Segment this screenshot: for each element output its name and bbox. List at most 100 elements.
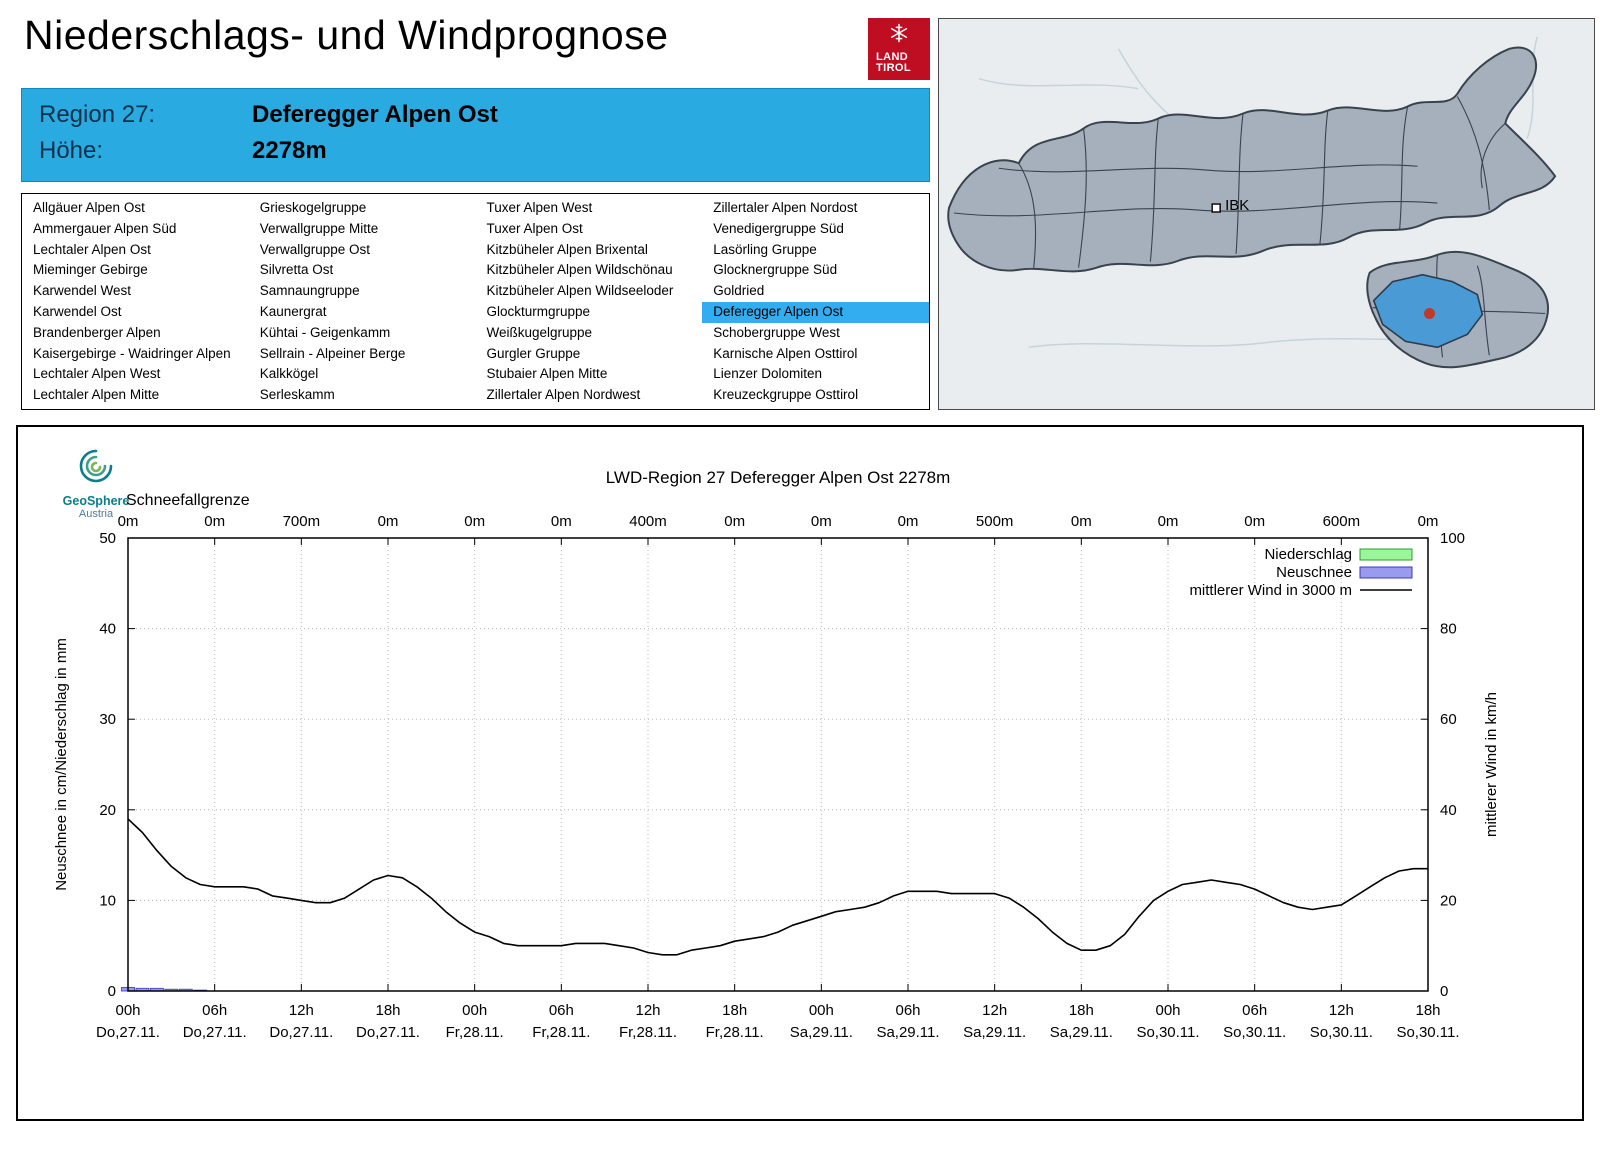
svg-text:Do,27.11.: Do,27.11.: [96, 1024, 160, 1041]
forecast-chart: GeoSphere Austria 0 10 20 30 40 50 0 20 40 60 80 10…: [16, 425, 1584, 1121]
plot-frame: [127, 537, 1429, 992]
region-column-3: Tuxer Alpen West Tuxer Alpen Ost Kitzbühel…: [476, 198, 703, 409]
region-item[interactable]: Serleskamm: [259, 387, 335, 403]
logo-line-2: TIROL: [876, 62, 911, 74]
svg-text:Fr,28.11.: Fr,28.11.: [446, 1024, 504, 1041]
region-item[interactable]: Kühtai - Geigenkamm: [259, 324, 391, 340]
region-item[interactable]: Gurgler Gruppe: [486, 345, 581, 361]
region-column-4: Zillertaler Alpen Nordost Venedigergruppe…: [702, 198, 929, 409]
svg-text:So,30.11.: So,30.11.: [1136, 1024, 1199, 1041]
svg-text:06h: 06h: [895, 1002, 920, 1019]
svg-text:60: 60: [1440, 711, 1457, 728]
region-item[interactable]: Kitzbüheler Alpen Wildseeloder: [486, 283, 674, 299]
region-item[interactable]: Lechtaler Alpen West: [33, 366, 161, 382]
region-item[interactable]: Tuxer Alpen Ost: [486, 220, 583, 236]
region-item-selected[interactable]: Deferegger Alpen Ost: [702, 301, 929, 323]
region-item[interactable]: Tuxer Alpen West: [486, 200, 593, 215]
region-item[interactable]: Ammergauer Alpen Süd: [33, 220, 177, 236]
region-item[interactable]: Lienzer Dolomiten: [713, 366, 823, 382]
region-item[interactable]: Lasörling Gruppe: [713, 241, 817, 257]
region-item[interactable]: Zillertaler Alpen Nordost: [713, 200, 858, 215]
region-item[interactable]: Glocknergruppe Süd: [713, 262, 838, 278]
region-item[interactable]: Glockturmgruppe: [486, 303, 591, 319]
region-item[interactable]: Brandenberger Alpen: [33, 324, 161, 340]
svg-text:10: 10: [99, 892, 116, 909]
region-item[interactable]: Verwallgruppe Ost: [259, 241, 371, 257]
snowline-value: 0m: [551, 513, 572, 530]
region-item[interactable]: Kitzbüheler Alpen Brixental: [486, 241, 648, 257]
region-item[interactable]: Allgäuer Alpen Ost: [33, 200, 145, 215]
svg-text:12h: 12h: [289, 1002, 314, 1019]
snowline-value: 700m: [283, 513, 321, 530]
snowline-label: Schneefallgrenze: [126, 492, 250, 509]
region-item[interactable]: Kitzbüheler Alpen Wildschönau: [486, 262, 673, 278]
svg-text:18h: 18h: [722, 1002, 747, 1019]
region-item[interactable]: Lechtaler Alpen Mitte: [33, 387, 160, 403]
svg-text:Do,27.11.: Do,27.11.: [269, 1024, 333, 1041]
region-item[interactable]: Goldried: [713, 283, 765, 299]
region-item[interactable]: Verwallgruppe Mitte: [259, 220, 379, 236]
snowline-value: 0m: [118, 513, 139, 530]
svg-text:0: 0: [1440, 983, 1448, 1000]
y-axis-title-left: Neuschnee in cm/Niederschlag in mm: [53, 638, 70, 891]
legend-swatch: [1359, 566, 1413, 579]
region-item[interactable]: Stubaier Alpen Mitte: [486, 366, 608, 382]
page-title: Niederschlags- und Windprognose: [24, 12, 669, 58]
region-column-1: Allgäuer Alpen Ost Ammergauer Alpen Süd Le…: [22, 198, 249, 409]
region-item[interactable]: Kalkkögel: [259, 366, 319, 382]
snowline-value: 600m: [1323, 513, 1361, 530]
svg-text:50: 50: [99, 530, 116, 547]
region-item[interactable]: Mieminger Gebirge: [33, 262, 148, 278]
svg-text:Fr,28.11.: Fr,28.11.: [619, 1024, 677, 1041]
snowline-value: 0m: [1071, 513, 1092, 530]
legend-label: mittlerer Wind in 3000 m: [1189, 582, 1352, 599]
region-item[interactable]: Schobergruppe West: [713, 324, 840, 340]
svg-text:100: 100: [1440, 530, 1465, 547]
snowline-value: 0m: [378, 513, 399, 530]
region-item[interactable]: Samnaungruppe: [259, 283, 360, 299]
svg-text:06h: 06h: [202, 1002, 227, 1019]
region-item[interactable]: Zillertaler Alpen Nordwest: [486, 387, 641, 403]
svg-text:40: 40: [1440, 802, 1457, 819]
wind-line: [127, 818, 1428, 956]
svg-text:30: 30: [99, 711, 116, 728]
svg-text:12h: 12h: [635, 1002, 660, 1019]
snowline-value: 0m: [204, 513, 225, 530]
region-item[interactable]: Lechtaler Alpen Ost: [33, 241, 151, 257]
svg-text:Sa,29.11.: Sa,29.11.: [1050, 1024, 1113, 1041]
selected-region-marker-dot: [1424, 308, 1435, 319]
svg-text:Do,27.11.: Do,27.11.: [183, 1024, 247, 1041]
region-item[interactable]: Kreuzeckgruppe Osttirol: [713, 387, 859, 403]
legend-label: Niederschlag: [1264, 546, 1352, 563]
region-item[interactable]: Kaunergrat: [259, 303, 327, 319]
ibk-marker: [1211, 203, 1221, 213]
svg-text:18h: 18h: [1415, 1002, 1440, 1019]
svg-text:18h: 18h: [375, 1002, 400, 1019]
snowline-value: 0m: [724, 513, 745, 530]
svg-text:18h: 18h: [1069, 1002, 1094, 1019]
region-item[interactable]: Karwendel West: [33, 283, 132, 299]
region-item[interactable]: Silvretta Ost: [259, 262, 334, 278]
svg-text:20: 20: [99, 802, 116, 819]
svg-text:40: 40: [99, 621, 116, 638]
region-item[interactable]: Kaisergebirge - Waidringer Alpen: [33, 345, 231, 361]
region-item[interactable]: Weißkugelgruppe: [486, 324, 593, 340]
region-item[interactable]: Karwendel Ost: [33, 303, 122, 319]
altitude-value: 2278m: [252, 137, 327, 164]
snowline-value: 0m: [464, 513, 485, 530]
region-item[interactable]: Venedigergruppe Süd: [713, 220, 844, 236]
tirol-map[interactable]: IBK: [938, 18, 1595, 410]
region-item[interactable]: Karnische Alpen Osttirol: [713, 345, 858, 361]
geosphere-sub: Austria: [78, 508, 114, 520]
region-item[interactable]: Grieskogelgruppe: [259, 200, 367, 215]
svg-text:Fr,28.11.: Fr,28.11.: [532, 1024, 590, 1041]
logo-line-1: LAND: [876, 51, 909, 63]
svg-text:So,30.11.: So,30.11.: [1396, 1024, 1459, 1041]
region-item[interactable]: Sellrain - Alpeiner Berge: [259, 345, 406, 361]
svg-text:Sa,29.11.: Sa,29.11.: [876, 1024, 939, 1041]
legend-swatch: [1359, 548, 1413, 561]
legend-label: Neuschnee: [1276, 564, 1352, 581]
svg-text:Fr,28.11.: Fr,28.11.: [706, 1024, 764, 1041]
snowline-value: 0m: [898, 513, 919, 530]
